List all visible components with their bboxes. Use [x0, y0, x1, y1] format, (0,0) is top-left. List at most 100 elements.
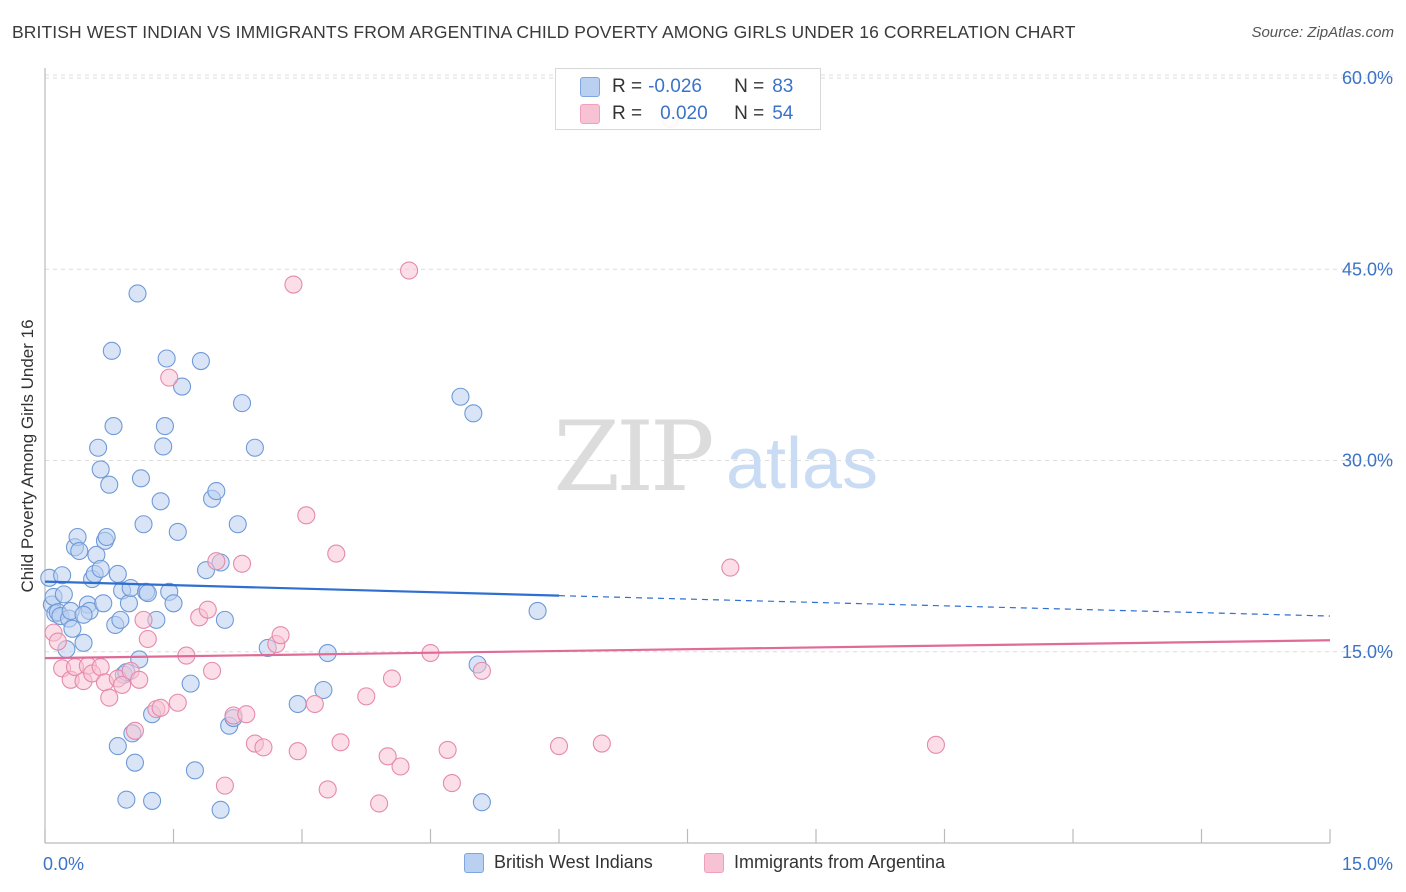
data-point: [89, 438, 108, 457]
data-point: [168, 522, 187, 541]
data-point: [91, 559, 110, 578]
data-point: [284, 275, 303, 294]
data-point: [151, 492, 170, 511]
data-point: [138, 584, 157, 603]
axes: [44, 68, 1331, 844]
data-point: [185, 761, 204, 780]
stats-r-value: -0.026: [648, 76, 702, 97]
trend-line-pink: [44, 639, 1331, 660]
data-point: [131, 469, 150, 488]
data-point: [100, 688, 119, 707]
data-point: [288, 694, 307, 714]
data-point: [297, 506, 316, 525]
stats-r-label: R =: [612, 76, 643, 97]
data-point: [472, 661, 491, 680]
stats-r-label: R =: [612, 103, 643, 124]
y-tick-label: 45.0%: [1342, 259, 1393, 279]
data-point: [357, 687, 376, 706]
data-point: [228, 515, 247, 534]
data-point: [108, 737, 127, 756]
data-point: [438, 740, 457, 759]
data-point: [111, 610, 130, 629]
watermark-zip: ZIP: [553, 401, 712, 513]
data-point: [164, 594, 183, 613]
data-point: [168, 693, 187, 712]
trend-line-blue-dashed: [558, 595, 1331, 617]
data-point: [211, 800, 230, 819]
data-point: [104, 417, 123, 436]
data-point: [318, 780, 337, 799]
data-point: [391, 757, 410, 776]
data-point: [721, 558, 740, 577]
data-point: [549, 737, 569, 756]
data-point: [70, 541, 89, 561]
x-tick-label: 15.0%: [1342, 854, 1393, 874]
stats-n-label: N =: [734, 76, 765, 97]
x-tick-labels: 0.0% 15.0%: [43, 854, 1393, 874]
data-point: [451, 387, 470, 406]
data-point: [74, 633, 93, 652]
data-point: [327, 544, 346, 563]
data-point: [464, 404, 483, 423]
legend-item-british-west-indians[interactable]: British West Indians: [464, 852, 653, 873]
data-point: [442, 774, 461, 793]
data-point: [472, 793, 491, 812]
data-point: [528, 601, 547, 621]
data-point: [203, 661, 222, 680]
data-point: [100, 475, 119, 494]
data-point: [74, 605, 93, 624]
data-point: [102, 341, 121, 360]
stats-r-value: 0.020: [660, 103, 708, 124]
data-point: [151, 698, 170, 717]
data-point: [173, 377, 192, 396]
legend-swatch-pink: [704, 852, 724, 873]
data-point: [157, 349, 176, 368]
data-point: [331, 733, 350, 752]
chart-title: BRITISH WEST INDIAN VS IMMIGRANTS FROM A…: [12, 22, 1076, 42]
data-point: [207, 552, 226, 571]
stats-n-value: 83: [772, 76, 794, 97]
data-point: [198, 600, 217, 619]
data-point: [232, 394, 252, 413]
data-point: [125, 753, 144, 772]
data-point: [382, 669, 402, 688]
data-point: [128, 284, 147, 303]
data-point: [134, 515, 153, 534]
data-point: [134, 610, 153, 629]
data-point: [305, 694, 324, 714]
data-point: [113, 675, 132, 694]
data-point: [160, 368, 179, 387]
data-point: [108, 564, 127, 584]
data-point: [54, 585, 73, 604]
data-point: [181, 674, 200, 693]
data-point: [215, 776, 234, 795]
source-label: Source: ZipAtlas.com: [1251, 24, 1394, 41]
data-point: [592, 734, 611, 753]
data-point: [271, 626, 290, 645]
data-point: [232, 554, 252, 573]
stats-row-pink: R = 0.020 N = 54: [580, 102, 793, 126]
data-point: [138, 629, 157, 649]
data-point: [125, 721, 144, 740]
data-point: [91, 657, 110, 677]
data-point: [245, 438, 264, 457]
data-point: [94, 594, 113, 613]
data-point: [91, 460, 110, 479]
data-point: [254, 738, 273, 757]
trend-lines: [44, 580, 1331, 660]
legend-label-immigrants-from-argentina: Immigrants from Argentina: [734, 852, 946, 872]
legend-label-british-west-indians: British West Indians: [494, 852, 653, 872]
data-point: [926, 735, 945, 754]
data-point: [121, 578, 140, 598]
stats-n-label: N =: [734, 103, 765, 124]
data-point: [97, 527, 116, 547]
watermark: ZIP atlas: [553, 401, 878, 513]
series-british-west-indians: [40, 284, 547, 819]
y-tick-labels: 15.0% 30.0% 45.0% 60.0%: [1342, 68, 1393, 662]
stats-swatch-pink: [580, 104, 600, 124]
y-tick-label: 30.0%: [1342, 451, 1393, 471]
data-point: [154, 437, 173, 456]
legend-item-immigrants-from-argentina[interactable]: Immigrants from Argentina: [704, 852, 945, 873]
data-point: [53, 566, 72, 585]
data-point: [288, 742, 307, 761]
